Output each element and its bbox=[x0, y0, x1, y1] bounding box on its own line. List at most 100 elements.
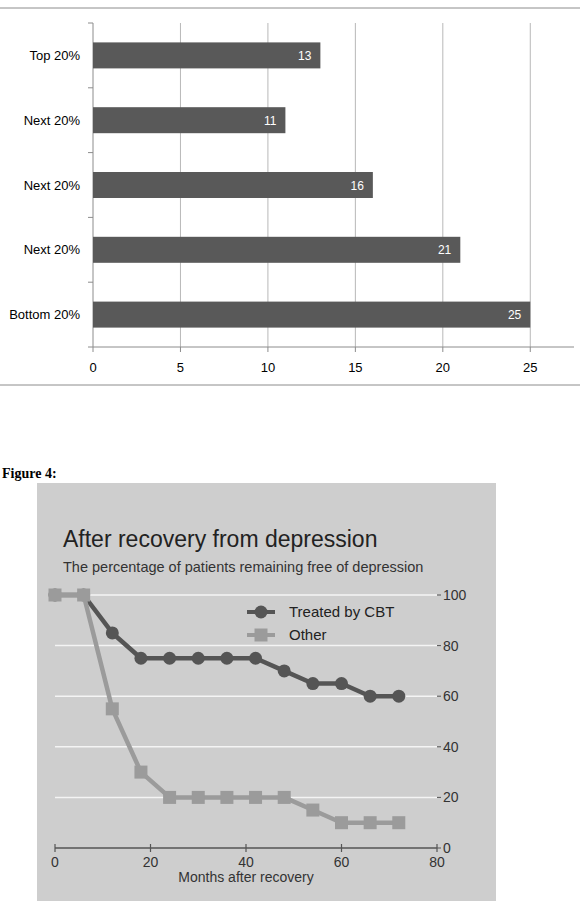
bar bbox=[93, 172, 373, 198]
tick-label: 40 bbox=[238, 854, 254, 870]
category-label: Next 20% bbox=[24, 242, 81, 257]
grid-line bbox=[442, 23, 443, 347]
data-point bbox=[364, 690, 377, 703]
category-label: Next 20% bbox=[24, 178, 81, 193]
tick-label: 10 bbox=[261, 360, 275, 375]
series-line bbox=[55, 595, 399, 823]
tick-label: 40 bbox=[443, 739, 459, 755]
frame-rule bbox=[0, 8, 580, 9]
legend-marker bbox=[255, 629, 268, 642]
category-tick bbox=[88, 217, 93, 218]
category-tick bbox=[88, 282, 93, 283]
x-axis-label: Months after recovery bbox=[178, 869, 313, 885]
grid-line bbox=[55, 746, 437, 748]
legend: Treated by CBTOther bbox=[247, 603, 394, 643]
tick-mark bbox=[530, 347, 531, 352]
frame-rule bbox=[0, 385, 580, 386]
data-point bbox=[392, 690, 405, 703]
data-point bbox=[49, 589, 62, 602]
bar bbox=[93, 237, 460, 263]
tick-mark bbox=[93, 347, 94, 352]
grid-line bbox=[530, 23, 531, 347]
data-point bbox=[163, 652, 176, 665]
tick-mark bbox=[437, 595, 441, 596]
chart-subtitle: The percentage of patients remaining fre… bbox=[63, 559, 423, 575]
data-point bbox=[335, 677, 348, 690]
bar bbox=[93, 302, 530, 328]
tick-label: 60 bbox=[443, 688, 459, 704]
data-point bbox=[134, 652, 147, 665]
tick-label: 80 bbox=[429, 854, 445, 870]
category-tick bbox=[88, 152, 93, 153]
data-point bbox=[49, 589, 62, 602]
data-point bbox=[249, 791, 262, 804]
category-label: Bottom 20% bbox=[9, 307, 80, 322]
tick-label: 0 bbox=[89, 360, 96, 375]
chart-title: After recovery from depression bbox=[63, 526, 377, 552]
data-point bbox=[77, 589, 90, 602]
chart-background bbox=[37, 483, 496, 901]
data-point bbox=[392, 816, 405, 829]
category-label: Top 20% bbox=[29, 48, 80, 63]
legend-marker bbox=[255, 606, 268, 619]
tick-mark bbox=[150, 844, 151, 852]
tick-label: 5 bbox=[177, 360, 184, 375]
legend-label: Other bbox=[289, 626, 327, 643]
data-point bbox=[106, 702, 119, 715]
x-axis-line bbox=[93, 347, 574, 348]
data-point bbox=[106, 626, 119, 639]
tick-mark bbox=[267, 347, 268, 352]
tick-mark bbox=[436, 844, 437, 852]
tick-label: 100 bbox=[443, 587, 467, 603]
figure-caption: Figure 4: bbox=[2, 466, 57, 481]
data-point bbox=[192, 652, 205, 665]
bars bbox=[93, 42, 530, 327]
tick-label: 60 bbox=[334, 854, 350, 870]
tick-mark bbox=[437, 746, 441, 747]
tick-mark bbox=[341, 844, 342, 852]
tick-mark bbox=[437, 645, 441, 646]
data-point bbox=[192, 791, 205, 804]
figure: Figure 4:051015202513Top 20%11Next 20%16… bbox=[0, 0, 580, 901]
data-point bbox=[306, 677, 319, 690]
line-chart: After recovery from depression The percen… bbox=[37, 483, 496, 901]
data-point bbox=[335, 816, 348, 829]
bar bbox=[93, 42, 320, 68]
category-tick bbox=[88, 87, 93, 88]
tick-mark bbox=[54, 844, 55, 852]
data-point bbox=[306, 804, 319, 817]
data-point bbox=[278, 791, 291, 804]
data-point bbox=[77, 589, 90, 602]
tick-mark bbox=[437, 797, 441, 798]
tick-label: 80 bbox=[443, 638, 459, 654]
tick-label: 20 bbox=[143, 854, 159, 870]
labels: 13Top 20%11Next 20%16Next 20%21Next 20%2… bbox=[9, 48, 521, 322]
grid-line bbox=[55, 645, 437, 647]
data-label: 25 bbox=[508, 308, 522, 322]
data-label: 21 bbox=[438, 243, 452, 257]
bar-chart: 051015202513Top 20%11Next 20%16Next 20%2… bbox=[0, 8, 580, 385]
data-point bbox=[134, 766, 147, 779]
category-tick bbox=[88, 347, 93, 348]
category-tick bbox=[88, 23, 93, 24]
tick-label: 20 bbox=[436, 360, 450, 375]
data-label: 11 bbox=[264, 114, 277, 128]
data-point bbox=[249, 652, 262, 665]
data-point bbox=[364, 816, 377, 829]
data-point bbox=[163, 791, 176, 804]
data-point bbox=[220, 652, 233, 665]
tick-mark bbox=[355, 347, 356, 352]
tick-label: 25 bbox=[523, 360, 537, 375]
data-label: 16 bbox=[350, 179, 364, 193]
grid-line bbox=[55, 594, 437, 596]
series-marks bbox=[49, 589, 406, 830]
tick-mark bbox=[180, 347, 181, 352]
tick-mark bbox=[442, 347, 443, 352]
tick-mark bbox=[437, 696, 441, 697]
tick-mark bbox=[245, 844, 246, 852]
tick-label: 15 bbox=[348, 360, 362, 375]
tick-label: 20 bbox=[443, 789, 459, 805]
tick-label: 0 bbox=[51, 854, 59, 870]
bar bbox=[93, 107, 285, 133]
data-point bbox=[220, 791, 233, 804]
